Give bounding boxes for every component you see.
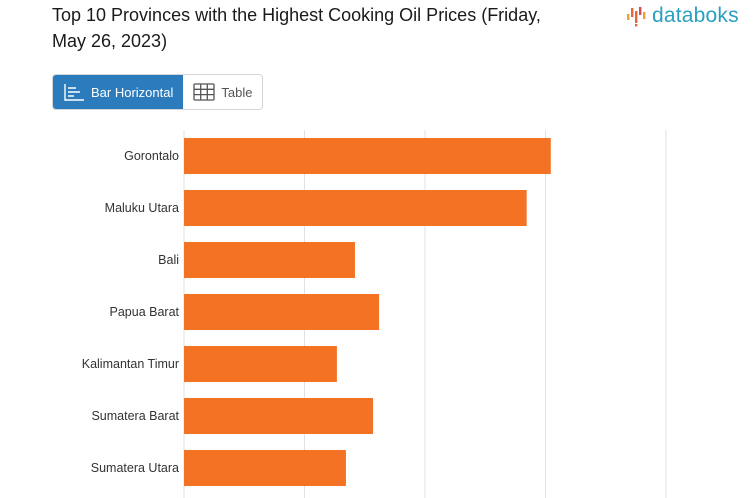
chart-title: Top 10 Provinces with the Highest Cookin… bbox=[52, 5, 541, 51]
logo-text: databoks bbox=[652, 4, 739, 27]
bar-chart-icon bbox=[64, 84, 84, 101]
bar[interactable] bbox=[184, 398, 374, 434]
table-button[interactable]: Table bbox=[183, 75, 262, 109]
table-label: Table bbox=[221, 84, 253, 100]
bar-horizontal-button[interactable]: Bar Horizontal bbox=[53, 75, 184, 109]
category-label: Kalimantan Timur bbox=[82, 357, 179, 371]
category-label: Sumatera Barat bbox=[91, 409, 179, 423]
bar[interactable] bbox=[184, 190, 527, 226]
bar[interactable] bbox=[184, 294, 380, 330]
category-label: Maluku Utara bbox=[105, 201, 179, 215]
table-icon bbox=[193, 83, 216, 101]
bar-horizontal-label: Bar Horizontal bbox=[91, 84, 174, 100]
category-label: Sumatera Utara bbox=[91, 461, 179, 475]
category-label: Bali bbox=[158, 253, 179, 267]
view-toggle: Bar Horizontal Table bbox=[52, 74, 264, 110]
bar[interactable] bbox=[184, 242, 355, 278]
bar[interactable] bbox=[184, 138, 551, 174]
databoks-logo[interactable]: databoks bbox=[626, 4, 739, 28]
category-label: Gorontalo bbox=[124, 149, 179, 163]
logo-mark-icon bbox=[627, 7, 646, 27]
bar[interactable] bbox=[184, 346, 337, 382]
category-label: Papua Barat bbox=[110, 305, 180, 319]
bar[interactable] bbox=[184, 450, 346, 486]
